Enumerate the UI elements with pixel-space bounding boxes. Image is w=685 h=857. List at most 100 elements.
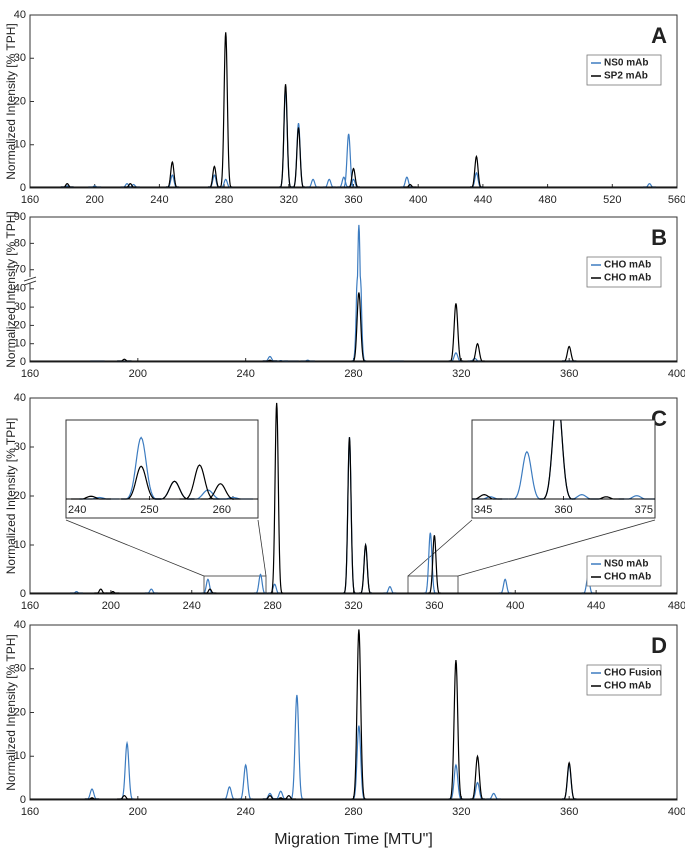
- inset-frame: [471, 419, 656, 519]
- peak: [270, 402, 284, 594]
- x-tick-label: 440: [587, 600, 605, 612]
- panel: 160 200 240 280 320 360 400 440 480 520 560 0 10 20 30…: [4, 9, 685, 206]
- peak: [343, 437, 356, 594]
- peak: [121, 436, 162, 500]
- peak: [207, 174, 221, 188]
- x-tick-label: 520: [603, 194, 621, 206]
- peak: [359, 542, 373, 594]
- legend-box: [586, 54, 662, 86]
- panel-label: A: [651, 23, 667, 48]
- x-tick-label: 480: [538, 194, 556, 206]
- x-tick-label: 360: [344, 194, 362, 206]
- plot-area: [30, 32, 677, 188]
- x-tick-label: 560: [668, 194, 685, 206]
- peak: [119, 740, 135, 800]
- y-tick-label: 10: [14, 338, 26, 350]
- legend-label: NS0 mAb: [604, 559, 648, 570]
- peak: [359, 542, 373, 594]
- x-tick-label: 280: [344, 806, 362, 818]
- panel: 160 200 240 280 320 360 400 440 480 0 10 20 30 40 Norm…: [4, 392, 685, 612]
- panel: 240 250 260: [65, 419, 259, 519]
- panel: 345 360 375: [471, 419, 656, 519]
- plot-area: [66, 436, 258, 500]
- y-tick-label: 10: [14, 539, 26, 551]
- peak: [561, 761, 577, 800]
- peak: [486, 792, 501, 800]
- peak: [588, 496, 625, 500]
- y-axis-label: Normalized Intensity [% TPH]: [4, 211, 18, 368]
- y-tick-label: 0: [20, 588, 26, 600]
- panel: 160 200 240 280 320 360 400 0 10 20 30 40 70 80 90Norm…: [4, 211, 685, 380]
- x-tick-label: 240: [150, 194, 168, 206]
- peak: [144, 588, 158, 594]
- x-tick-label: 320: [452, 806, 470, 818]
- plot-area: [30, 402, 677, 594]
- connector: [407, 519, 473, 577]
- connector: [457, 519, 656, 577]
- peak: [203, 588, 217, 594]
- y-tick-label: 10: [14, 750, 26, 762]
- y-tick-label: 0: [20, 794, 26, 806]
- peak: [351, 725, 367, 800]
- y-tick-label: 40: [14, 392, 26, 404]
- y-tick-label: 40: [14, 619, 26, 631]
- peak: [470, 342, 485, 362]
- x-tick-label: 400: [409, 194, 427, 206]
- x-axis-label: Migration Time [MTU"]: [274, 831, 433, 848]
- plot-area: [30, 224, 677, 362]
- x-tick-label: 400: [506, 600, 524, 612]
- peak: [222, 786, 237, 800]
- x-tick-label: 360: [560, 368, 578, 380]
- peak: [121, 465, 162, 500]
- x-tick-label: 375: [635, 504, 653, 516]
- peak: [165, 174, 179, 188]
- peak: [423, 532, 437, 594]
- peak: [94, 588, 108, 594]
- y-tick-label: 0: [20, 182, 26, 194]
- peak: [347, 167, 360, 188]
- peak: [123, 183, 137, 188]
- peak: [71, 495, 112, 500]
- y-tick-label: 30: [14, 663, 26, 675]
- y-tick-label: 20: [14, 319, 26, 331]
- peak: [292, 123, 305, 188]
- x-tick-label: 360: [425, 600, 443, 612]
- x-tick-label: 280: [263, 600, 281, 612]
- connector: [65, 519, 205, 577]
- peak: [165, 160, 179, 188]
- x-tick-label: 400: [668, 368, 685, 380]
- legend-label: CHO Fusion: [604, 668, 662, 679]
- peak: [207, 165, 221, 188]
- legend-label: SP2 mAb: [604, 71, 648, 82]
- peak: [337, 176, 351, 188]
- x-tick-label: 280: [344, 368, 362, 380]
- x-tick-label: 280: [215, 194, 233, 206]
- x-tick-label: 250: [140, 504, 158, 516]
- peak: [351, 629, 367, 800]
- y-axis-label: Normalized Intensity [% TPH]: [4, 23, 18, 180]
- y-tick-label: 20: [14, 490, 26, 502]
- y-axis-label: Normalized Intensity [% TPH]: [4, 418, 18, 575]
- peak: [281, 795, 296, 800]
- peak: [117, 358, 132, 362]
- legend-label: CHO mAb: [604, 572, 651, 583]
- x-tick-label: 200: [129, 806, 147, 818]
- y-tick-label: 0: [20, 356, 26, 368]
- inset-frame: [65, 419, 259, 519]
- x-tick-label: 480: [668, 600, 685, 612]
- x-tick-label: 400: [668, 806, 685, 818]
- y-axis-label: Normalized Intensity [% TPH]: [4, 634, 18, 791]
- legend-label: CHO mAb: [604, 681, 651, 692]
- peak: [200, 483, 241, 500]
- zoom-connectors: [65, 519, 656, 595]
- peak: [561, 345, 577, 362]
- x-tick-label: 160: [21, 368, 39, 380]
- peak: [470, 171, 483, 188]
- y-tick-label: 40: [14, 9, 26, 21]
- peak: [219, 32, 233, 188]
- peak: [154, 480, 195, 500]
- peak: [470, 754, 485, 800]
- peak: [292, 127, 305, 188]
- peak: [403, 183, 417, 188]
